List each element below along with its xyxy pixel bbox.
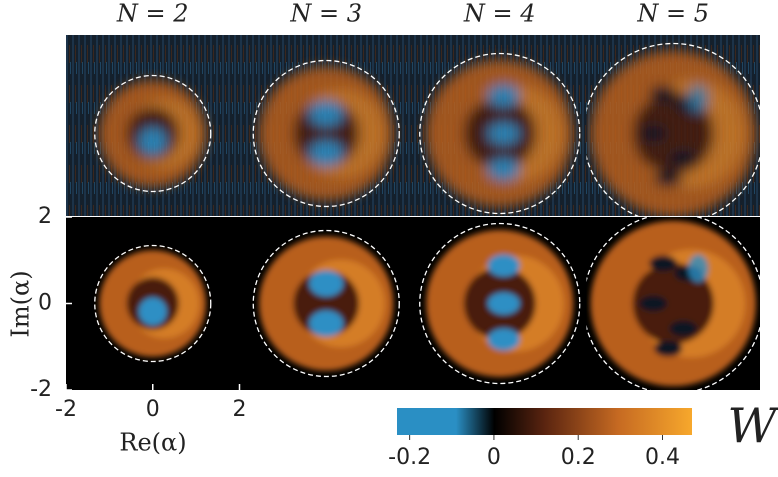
- panel: [239, 217, 413, 390]
- blob: [487, 84, 520, 107]
- blob: [669, 150, 698, 167]
- wigner: [590, 50, 757, 216]
- wigner: [259, 236, 394, 371]
- colorbar-tick-label: -0.2: [388, 445, 431, 470]
- blob: [639, 295, 668, 312]
- panel: [413, 35, 587, 216]
- blob: [688, 84, 709, 113]
- blob: [654, 340, 683, 357]
- dashed-circle: [252, 229, 400, 378]
- y-label: Im(α): [7, 270, 35, 337]
- wigner: [590, 220, 757, 387]
- panel-title: N = 2: [116, 0, 189, 28]
- blob: [669, 320, 698, 337]
- wigner: [99, 80, 207, 187]
- y-tick-label: 0: [38, 291, 52, 316]
- disk-inner: [293, 100, 360, 167]
- blob: [654, 170, 683, 187]
- panels: [66, 35, 760, 390]
- blob: [649, 255, 678, 272]
- colorbar: [397, 408, 692, 435]
- blob: [649, 85, 678, 102]
- panel: [413, 217, 587, 390]
- panel: [66, 217, 240, 390]
- blob: [309, 270, 344, 297]
- panel: [66, 35, 240, 216]
- colorbar-label: W: [727, 399, 778, 455]
- dashed-circle: [94, 74, 212, 193]
- blob: [688, 254, 709, 283]
- blob: [487, 254, 520, 277]
- blob: [309, 100, 344, 127]
- panel: [586, 217, 760, 390]
- blob: [309, 140, 344, 167]
- blob: [639, 125, 668, 142]
- y-tick-label: 2: [38, 204, 52, 229]
- blob: [487, 122, 520, 145]
- dashed-circle: [419, 52, 581, 215]
- blob: [309, 310, 344, 337]
- blob: [487, 158, 520, 181]
- wigner: [426, 59, 574, 208]
- blob: [487, 292, 520, 315]
- panel-title: N = 5: [636, 0, 709, 28]
- colorbar-tick-label: 0.2: [561, 445, 596, 470]
- colorbar-tick-label: 0.4: [645, 445, 680, 470]
- colorbar-tick-label: 0: [487, 445, 501, 470]
- x-tick-label: -2: [55, 397, 77, 422]
- x-tick-label: 2: [233, 397, 247, 422]
- disk-inner: [293, 270, 360, 337]
- blob: [138, 297, 167, 326]
- y-tick-label: -2: [30, 377, 52, 402]
- panel: [586, 35, 760, 216]
- blob: [487, 328, 520, 351]
- blob: [138, 127, 167, 156]
- x-tick-label: 0: [146, 397, 160, 422]
- dashed-circle: [419, 222, 581, 385]
- wigner: [99, 250, 207, 357]
- dashed-circle: [252, 59, 400, 208]
- panel: [239, 35, 413, 216]
- wigner: [426, 229, 574, 378]
- panel-title: N = 4: [463, 0, 536, 28]
- panel-title: N = 3: [289, 0, 362, 28]
- x-label: Re(α): [119, 429, 186, 457]
- dashed-circle: [94, 244, 212, 363]
- wigner: [259, 66, 394, 201]
